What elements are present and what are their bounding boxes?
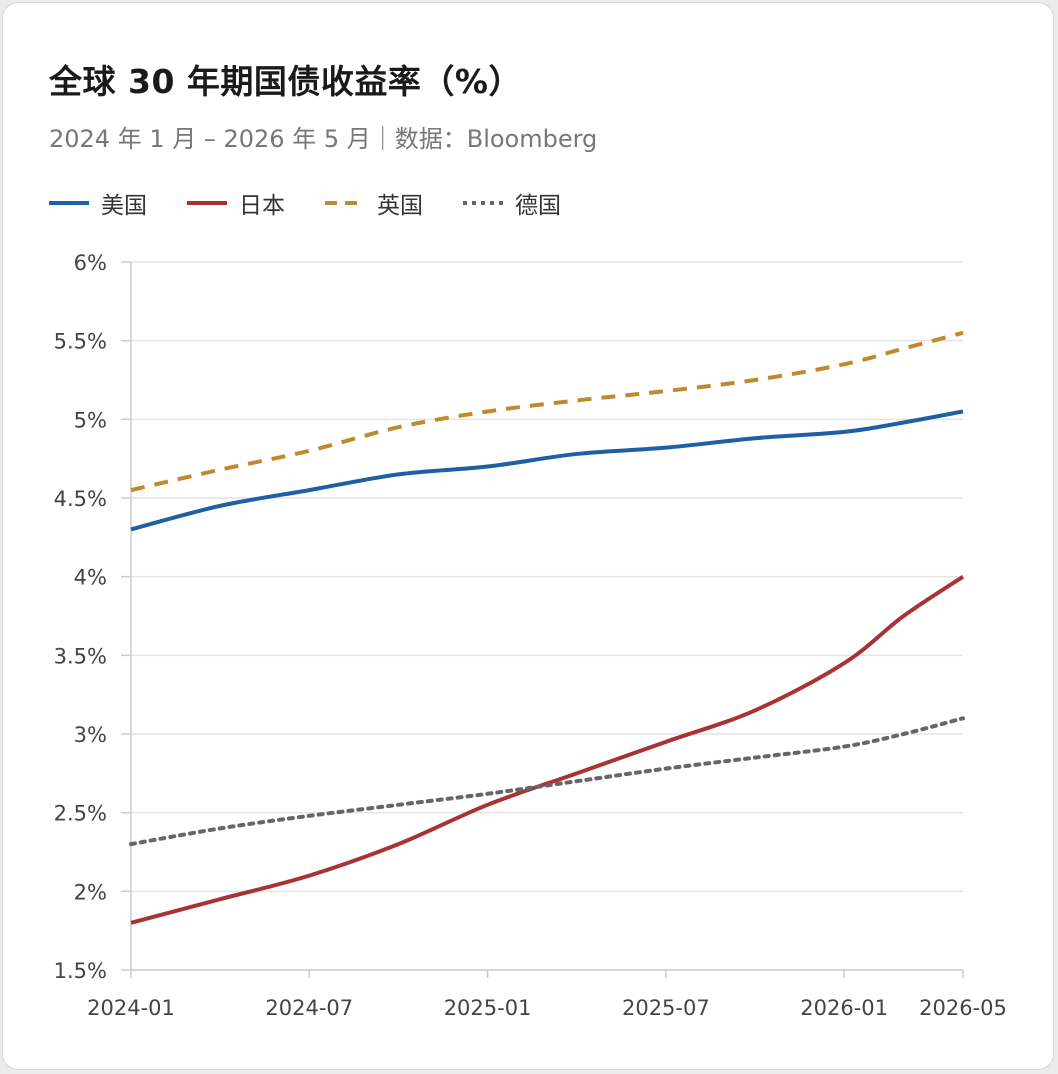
series-line-uk [130, 330, 964, 493]
series-line-us [130, 409, 964, 532]
legend-item: 英国 [325, 186, 423, 220]
y-tick-label: 4% [74, 566, 107, 590]
x-tick-label: 2026-05 [919, 996, 1007, 1020]
legend-label: 英国 [377, 193, 423, 219]
y-tick-label: 1.5% [54, 959, 107, 983]
y-tick-label: 5.5% [54, 330, 107, 354]
legend-item: 日本 [187, 186, 285, 220]
x-tick-label: 2024-07 [265, 996, 353, 1020]
y-tick-label: 2% [74, 880, 107, 904]
legend-item: 美国 [49, 186, 147, 220]
y-tick-label: 6% [74, 251, 107, 275]
y-tick-label: 3% [74, 723, 107, 747]
y-tick-label: 4.5% [54, 487, 107, 511]
legend-swatch [49, 201, 89, 205]
legend-swatch [187, 201, 227, 205]
x-tick-label: 2025-01 [444, 996, 532, 1020]
legend-label: 日本 [239, 193, 285, 219]
legend-label: 美国 [101, 193, 147, 219]
x-tick-label: 2024-01 [87, 996, 175, 1020]
chart-title: 全球 30 年期国债收益率（%） [49, 62, 522, 101]
legend-swatch [325, 201, 365, 205]
legend-item: 德国 [463, 186, 561, 220]
y-tick-label: 3.5% [54, 644, 107, 668]
chart-legend: 美国 日本 英国 德国 [49, 187, 601, 219]
x-tick-label: 2026-01 [800, 996, 888, 1020]
legend-label: 德国 [515, 193, 561, 219]
series-line-germany [129, 716, 965, 847]
x-tick-label: 2025-07 [622, 996, 710, 1020]
legend-swatch [463, 201, 503, 205]
y-tick-label: 2.5% [54, 802, 107, 826]
y-tick-label: 5% [74, 408, 107, 432]
series-line-japan [130, 574, 965, 925]
chart-subtitle: 2024 年 1 月 – 2026 年 5 月｜数据：Bloomberg [49, 125, 598, 153]
